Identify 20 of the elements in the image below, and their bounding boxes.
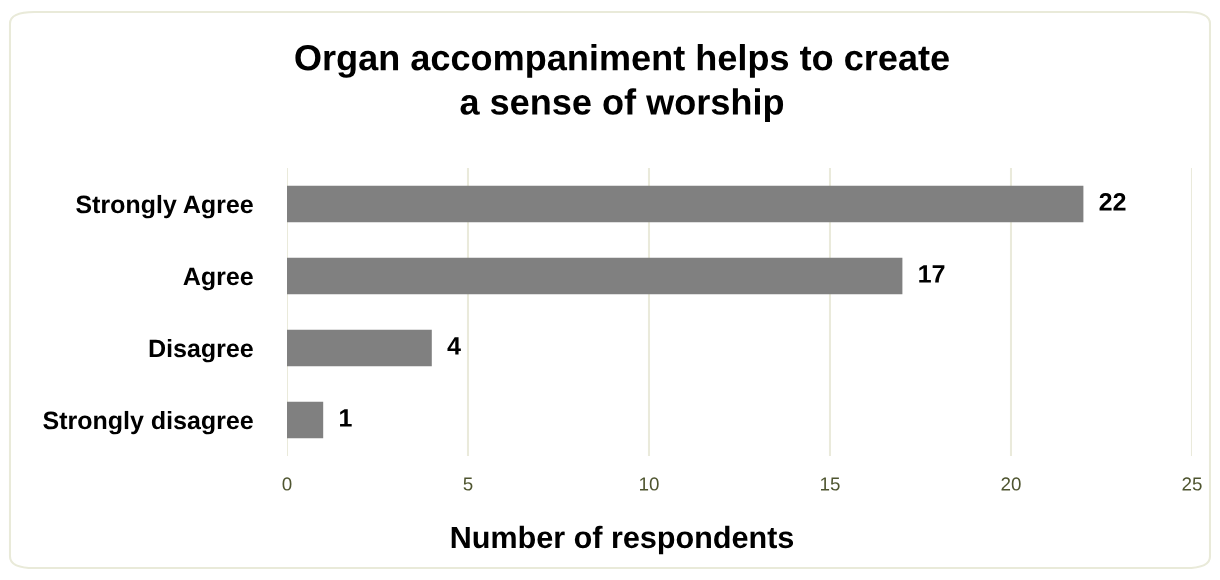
bar [287, 257, 903, 295]
bar [287, 185, 1084, 223]
x-tick-label: 5 [463, 477, 473, 491]
bar [287, 329, 432, 367]
y-tick-label: Strongly Agree [76, 194, 253, 219]
x-axis-title: Number of respondents [451, 525, 794, 555]
x-tick-label: 25 [1182, 477, 1202, 491]
bar [287, 401, 324, 439]
data-label: 22 [1099, 193, 1126, 211]
data-label: 4 [447, 337, 461, 355]
x-tick-label: 10 [640, 477, 659, 491]
y-tick-label: Disagree [149, 338, 253, 363]
y-tick-label: Strongly disagree [43, 410, 253, 435]
data-label: 17 [919, 265, 945, 283]
x-tick-label: 15 [821, 477, 840, 491]
x-tick-label: 0 [282, 477, 292, 491]
y-tick-label: Agree [183, 267, 253, 291]
chart-title: Organ accompaniment helps to create a sense of worship [295, 44, 949, 122]
x-tick-label: 20 [1001, 477, 1021, 491]
data-label: 1 [340, 409, 352, 427]
